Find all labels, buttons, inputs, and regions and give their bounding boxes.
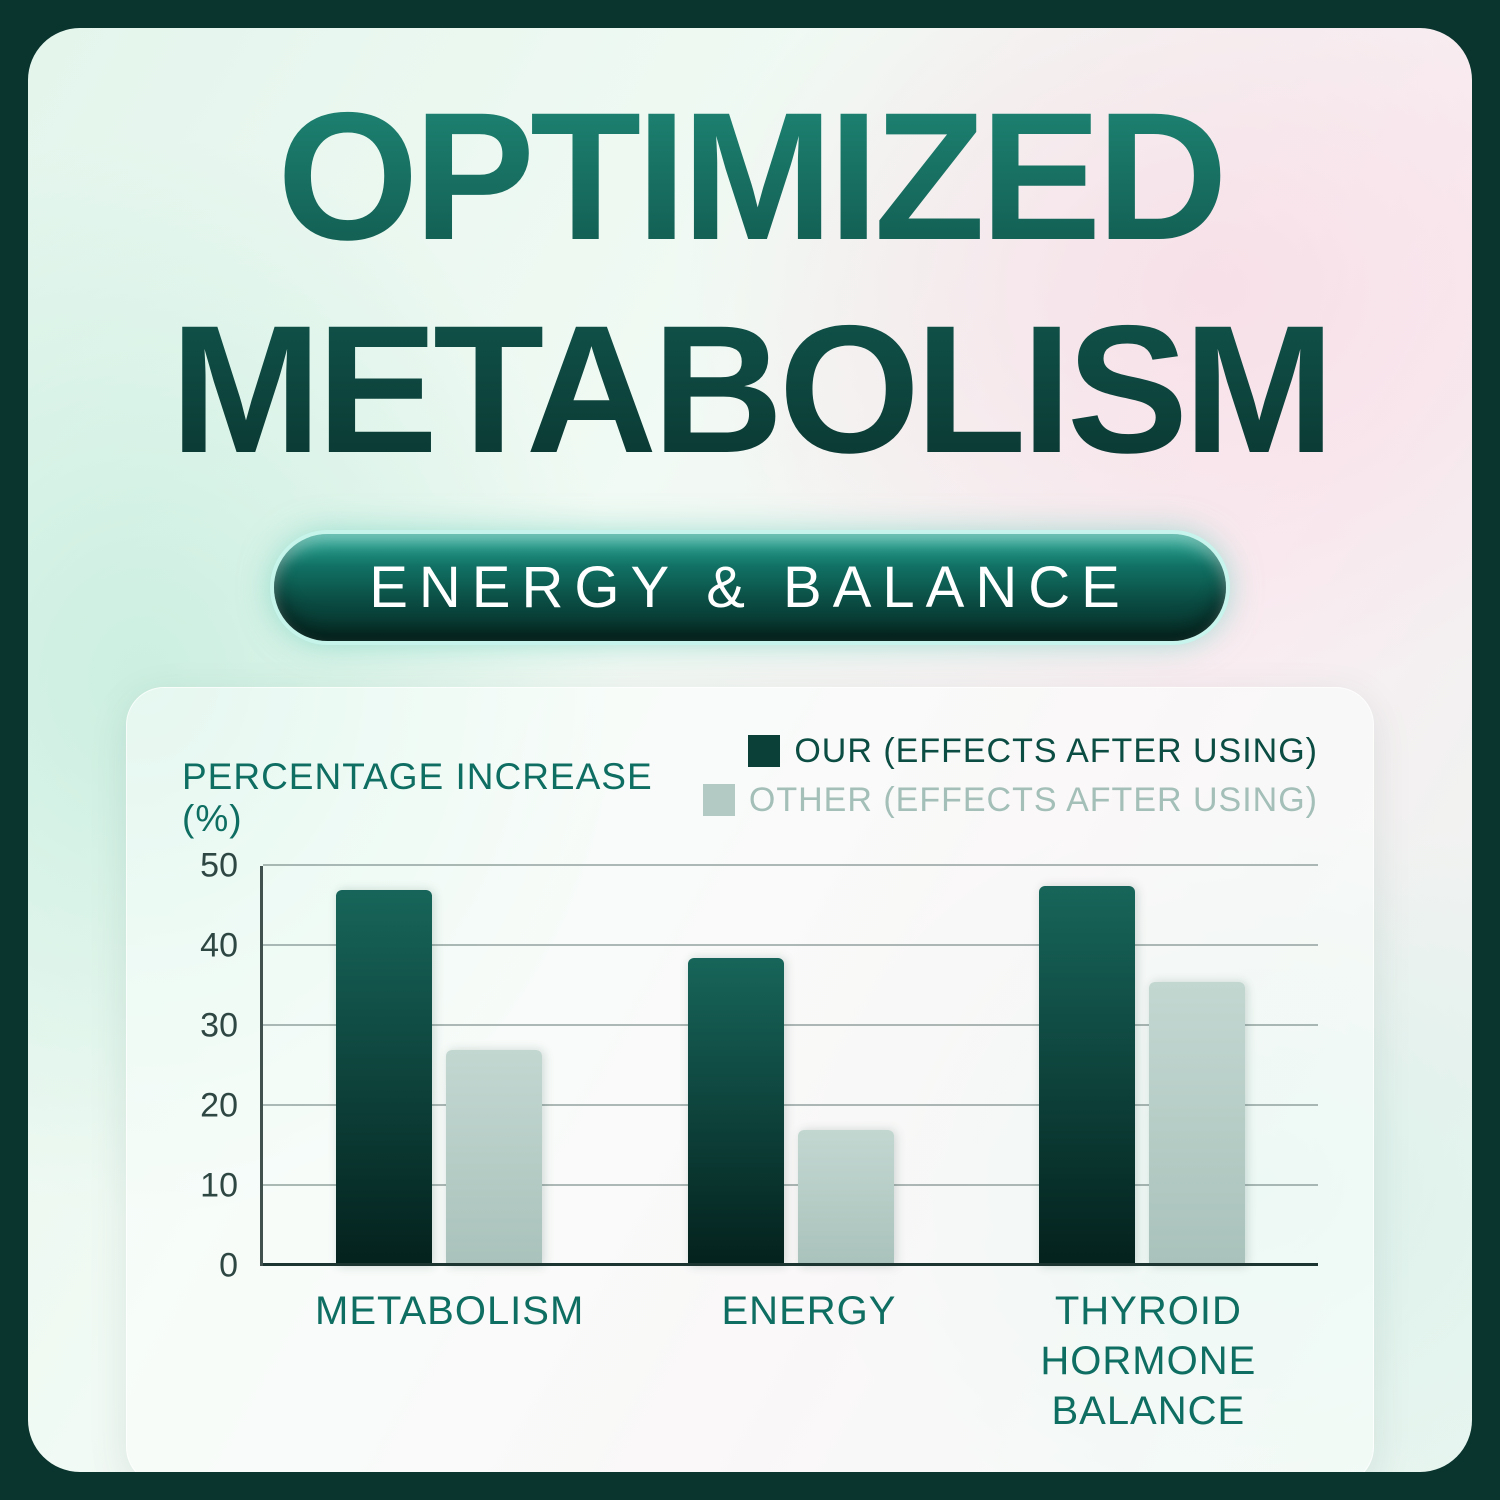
legend-item-our: OUR (EFFECTS AFTER USING) bbox=[703, 732, 1318, 771]
title-line-1: OPTIMIZED bbox=[277, 74, 1223, 278]
chart-header: PERCENTAGE INCREASE (%) OUR (EFFECTS AFT… bbox=[182, 732, 1318, 840]
bar-other bbox=[1149, 981, 1246, 1266]
gridline bbox=[263, 943, 1318, 946]
y-tick-label: 0 bbox=[219, 1246, 238, 1285]
bar-groups bbox=[263, 866, 1318, 1266]
x-axis-label: ENERGY bbox=[721, 1288, 897, 1333]
chart-title: PERCENTAGE INCREASE (%) bbox=[182, 755, 653, 839]
bar-our bbox=[687, 957, 784, 1266]
gridline bbox=[263, 1023, 1318, 1026]
x-axis-label: METABOLISM bbox=[315, 1288, 585, 1333]
x-axis-line bbox=[263, 1262, 1318, 1266]
x-axis-label: THYROID HORMONE BALANCE bbox=[1040, 1288, 1257, 1433]
legend-label-our: OUR (EFFECTS AFTER USING) bbox=[794, 731, 1318, 770]
bar-our bbox=[335, 889, 432, 1266]
bar-other bbox=[445, 1049, 542, 1266]
y-tick-label: 30 bbox=[200, 1006, 238, 1045]
bar-group-thyroid-hormone-balance bbox=[966, 866, 1318, 1266]
chart-card: PERCENTAGE INCREASE (%) OUR (EFFECTS AFT… bbox=[126, 686, 1374, 1472]
title-line-2: METABOLISM bbox=[170, 286, 1330, 491]
legend-swatch-other-icon bbox=[702, 784, 735, 817]
legend-item-other: OTHER (EFFECTS AFTER USING) bbox=[702, 780, 1318, 820]
bar-our bbox=[1039, 885, 1136, 1266]
legend-swatch-our-icon bbox=[748, 735, 781, 768]
chart-legend: OUR (EFFECTS AFTER USING) OTHER (EFFECTS… bbox=[702, 732, 1318, 820]
y-tick-label: 20 bbox=[200, 1086, 238, 1125]
page-title: OPTIMIZED METABOLISM bbox=[28, 70, 1472, 496]
bar-other bbox=[797, 1129, 894, 1266]
y-axis-labels: 0 10 20 30 40 50 bbox=[182, 846, 260, 1284]
x-axis-labels: METABOLISM ENERGY THYROID HORMONE BALANCE bbox=[260, 1286, 1318, 1436]
background-panel: OPTIMIZED METABOLISM ENERGY & BALANCE PER… bbox=[28, 28, 1472, 1472]
bar-group-energy bbox=[615, 866, 967, 1266]
energy-balance-badge: ENERGY & BALANCE bbox=[274, 533, 1226, 641]
bar-group-metabolism bbox=[263, 866, 615, 1266]
gridline bbox=[263, 1183, 1318, 1186]
y-tick-label: 50 bbox=[200, 846, 238, 885]
gridline bbox=[263, 863, 1318, 866]
gridlines bbox=[263, 863, 1318, 1266]
badge-label: ENERGY & BALANCE bbox=[369, 554, 1131, 620]
y-tick-label: 10 bbox=[200, 1166, 238, 1205]
y-tick-label: 40 bbox=[200, 926, 238, 965]
plot-area bbox=[260, 863, 1318, 1266]
legend-label-other: OTHER (EFFECTS AFTER USING) bbox=[748, 780, 1318, 819]
chart-body: 0 10 20 30 40 50 bbox=[182, 846, 1318, 1284]
gridline bbox=[263, 1103, 1318, 1106]
